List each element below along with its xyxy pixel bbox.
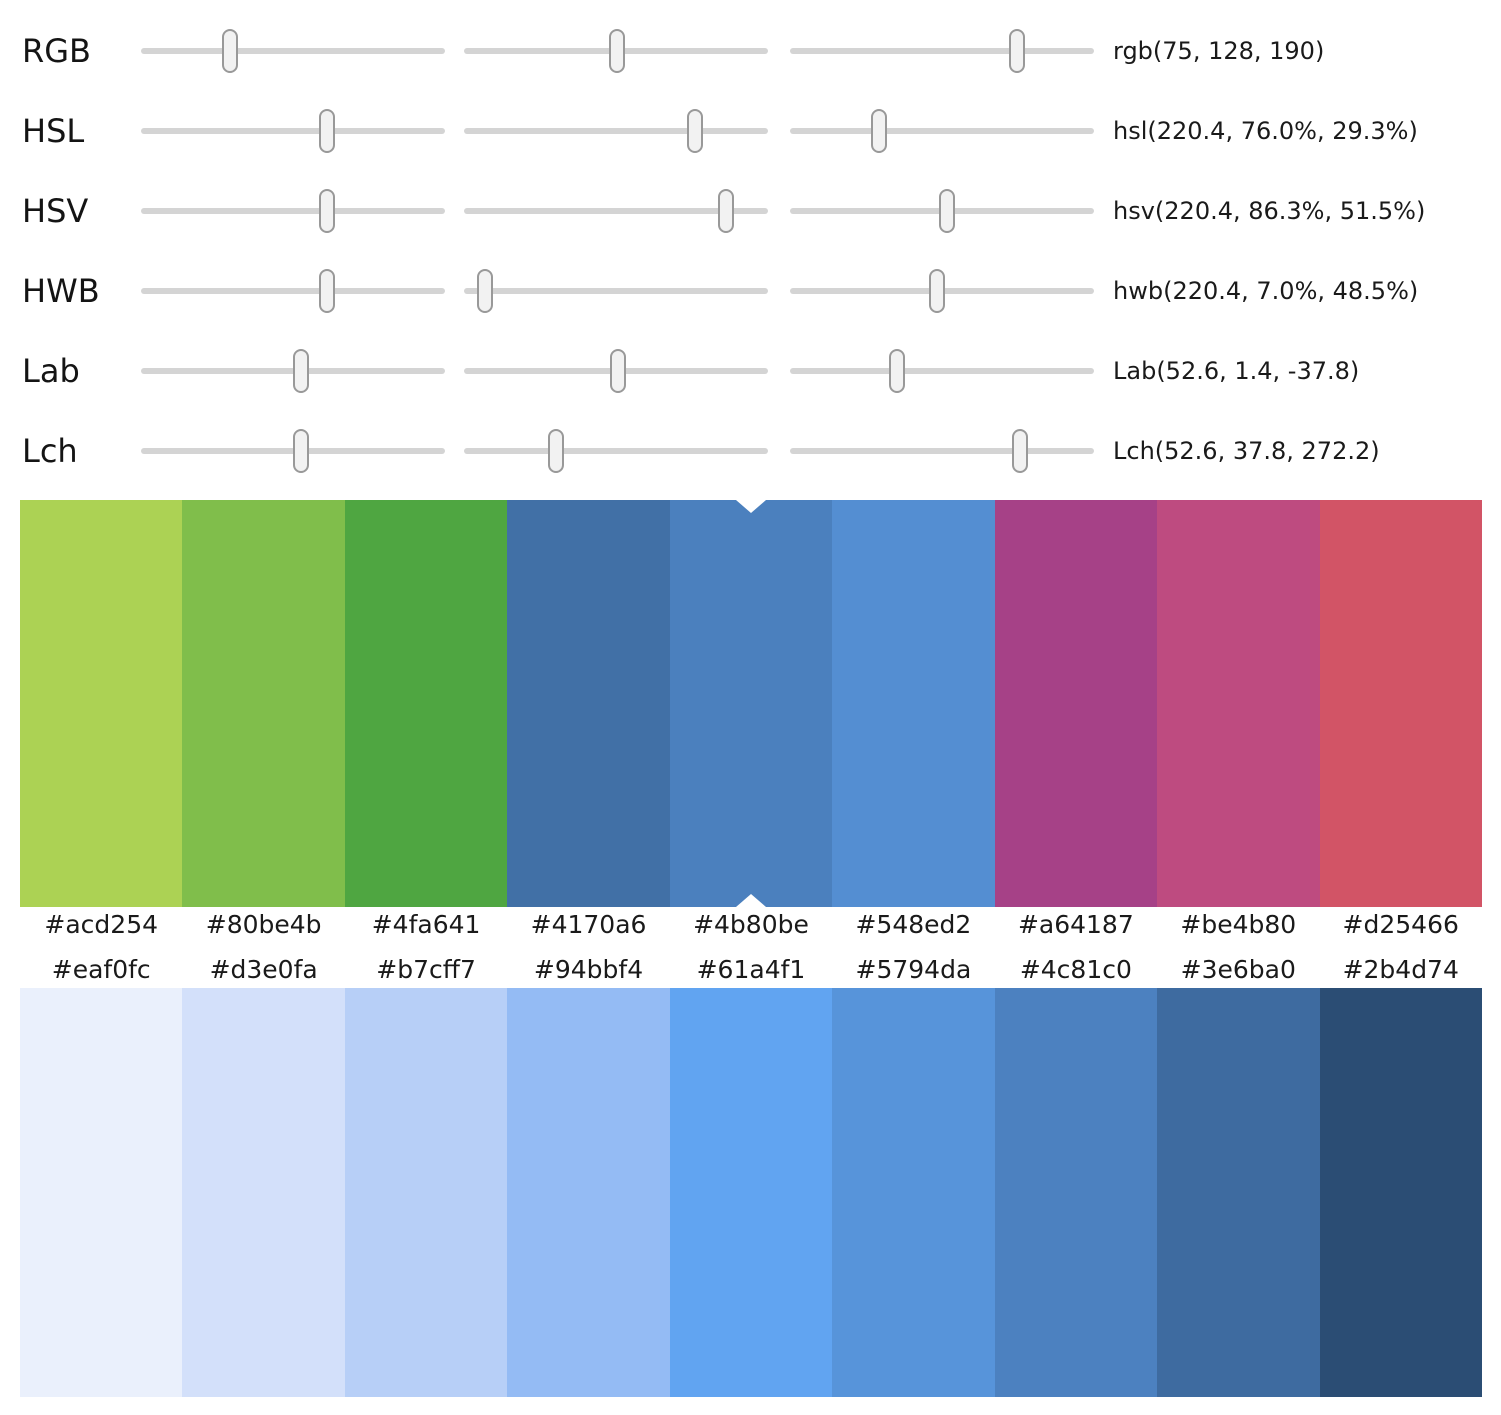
palette-bottom-swatch-6[interactable] (994, 988, 1158, 1397)
palette-top-swatch-8[interactable] (1319, 500, 1482, 907)
palette-bottom-swatch-0[interactable] (20, 988, 183, 1397)
hex-label: #2b4d74 (1342, 954, 1459, 984)
palette-top-swatch-2[interactable] (344, 500, 508, 907)
hsv-h-slider-track[interactable] (141, 189, 445, 233)
palette-top-swatch-0[interactable] (20, 500, 183, 907)
hsl-l-slider-track[interactable] (790, 109, 1094, 153)
hsv-h-slider-thumb[interactable] (319, 189, 336, 233)
lab-a-slider-track[interactable] (464, 349, 768, 393)
lch-c-slider-track[interactable] (464, 429, 768, 473)
hex-label: #eaf0fc (51, 954, 151, 984)
palette-top (20, 500, 1482, 907)
hsv-s-slider-track[interactable] (464, 189, 768, 233)
hex-label: #be4b80 (1180, 909, 1297, 939)
lab-l-slider-track[interactable] (141, 349, 445, 393)
hex-label: #a64187 (1017, 909, 1134, 939)
hwb-h-slider-track[interactable] (141, 269, 445, 313)
selected-swatch-notch-top (736, 500, 766, 513)
hsl-s-slider-thumb[interactable] (687, 109, 704, 153)
lab-b-slider-track[interactable] (790, 349, 1094, 393)
hsl-l-slider-thumb[interactable] (871, 109, 888, 153)
hwb-b-slider-thumb[interactable] (929, 269, 946, 313)
lch-l-slider-thumb[interactable] (292, 429, 309, 473)
hex-label: #3e6ba0 (1180, 954, 1296, 984)
palette-bottom-swatch-5[interactable] (832, 988, 995, 1397)
lch-h-slider-thumb[interactable] (1011, 429, 1028, 473)
palette-bottom-swatch-4[interactable] (669, 988, 833, 1397)
hex-label: #5794da (855, 954, 972, 984)
palette-top-swatch-3[interactable] (507, 500, 670, 907)
palette-top-swatch-1[interactable] (182, 500, 345, 907)
hsv-v-slider-thumb[interactable] (938, 189, 955, 233)
palette-bottom-swatch-2[interactable] (344, 988, 508, 1397)
hex-label: #4fa641 (371, 909, 481, 939)
hex-label-row-bottom: #eaf0fc #d3e0fa #b7cff7 #94bbf4 #61a4f1 #5794… (20, 948, 1482, 990)
rgb-g-slider-track[interactable] (464, 29, 768, 73)
slider-value-hwb: hwb(220.4, 7.0%, 48.5%) (1113, 277, 1419, 305)
hwb-w-slider-track[interactable] (464, 269, 768, 313)
hex-label: #b7cff7 (376, 954, 476, 984)
slider-row-label-hsl: HSL (22, 112, 85, 150)
palette-bottom-swatch-1[interactable] (182, 988, 345, 1397)
slider-row-label-hwb: HWB (22, 272, 100, 310)
lab-b-slider-thumb[interactable] (889, 349, 906, 393)
slider-row-label-lch: Lch (22, 432, 78, 470)
hsl-h-slider-thumb[interactable] (319, 109, 336, 153)
hex-label: #acd254 (44, 909, 159, 939)
palette-bottom-swatch-8[interactable] (1319, 988, 1482, 1397)
hsl-h-slider-track[interactable] (141, 109, 445, 153)
rgb-r-slider-track[interactable] (141, 29, 445, 73)
hex-label-row-top: #acd254 #80be4b #4fa641 #4170a6 #4b80be #548e… (20, 903, 1482, 945)
lch-c-slider-thumb[interactable] (547, 429, 564, 473)
slider-value-rgb: rgb(75, 128, 190) (1113, 37, 1325, 65)
palette-top-swatch-7[interactable] (1157, 500, 1320, 907)
palette-top-swatch-5[interactable] (832, 500, 995, 907)
hsv-v-slider-track[interactable] (790, 189, 1094, 233)
lab-l-slider-thumb[interactable] (292, 349, 309, 393)
palette-bottom-swatch-3[interactable] (507, 988, 670, 1397)
hsv-s-slider-thumb[interactable] (718, 189, 735, 233)
hex-label: #4170a6 (530, 909, 647, 939)
hex-label: #80be4b (205, 909, 322, 939)
selected-swatch-notch-bottom (736, 894, 766, 907)
lch-h-slider-track[interactable] (790, 429, 1094, 473)
slider-row-label-hsv: HSV (22, 192, 89, 230)
hex-label: #4c81c0 (1019, 954, 1132, 984)
hwb-w-slider-thumb[interactable] (477, 269, 494, 313)
hwb-h-slider-thumb[interactable] (319, 269, 336, 313)
hwb-b-slider-track[interactable] (790, 269, 1094, 313)
rgb-b-slider-thumb[interactable] (1008, 29, 1025, 73)
slider-value-hsv: hsv(220.4, 86.3%, 51.5%) (1113, 197, 1426, 225)
rgb-b-slider-track[interactable] (790, 29, 1094, 73)
palette-top-swatch-6[interactable] (994, 500, 1158, 907)
slider-value-lch: Lch(52.6, 37.8, 272.2) (1113, 437, 1380, 465)
hsl-s-slider-track[interactable] (464, 109, 768, 153)
lch-l-slider-track[interactable] (141, 429, 445, 473)
palette-bottom-swatch-7[interactable] (1157, 988, 1320, 1397)
slider-value-lab: Lab(52.6, 1.4, -37.8) (1113, 357, 1360, 385)
hex-label: #61a4f1 (696, 954, 806, 984)
hex-label: #94bbf4 (533, 954, 644, 984)
slider-row-label-lab: Lab (22, 352, 80, 390)
palette-bottom (20, 988, 1482, 1397)
slider-value-hsl: hsl(220.4, 76.0%, 29.3%) (1113, 117, 1418, 145)
hex-label: #d3e0fa (209, 954, 318, 984)
slider-row-label-rgb: RGB (22, 32, 91, 70)
hex-label: #d25466 (1342, 909, 1459, 939)
palette-top-swatch-4[interactable] (669, 500, 833, 907)
hex-label: #548ed2 (855, 909, 972, 939)
rgb-r-slider-thumb[interactable] (222, 29, 239, 73)
lab-a-slider-thumb[interactable] (609, 349, 626, 393)
hex-label: #4b80be (693, 909, 809, 939)
rgb-g-slider-thumb[interactable] (608, 29, 625, 73)
